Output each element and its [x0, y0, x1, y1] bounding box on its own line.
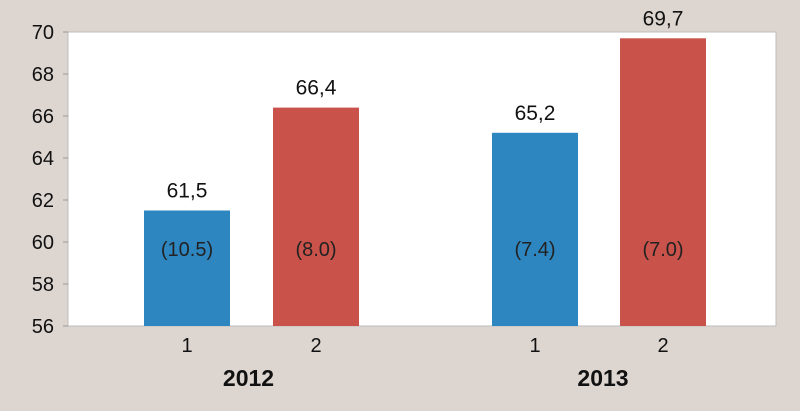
y-tick-label: 58: [32, 274, 54, 296]
x-category-label: 2: [657, 335, 668, 357]
x-category-label: 1: [181, 335, 192, 357]
bar-2013-2: [620, 38, 706, 327]
x-group-label: 2012: [223, 365, 274, 391]
bar-inner-label: (7.4): [514, 239, 555, 261]
y-tick-label: 56: [32, 316, 54, 338]
bar-2012-2: [273, 107, 359, 326]
x-category-label: 1: [529, 335, 540, 357]
y-tick-label: 66: [32, 106, 54, 128]
bar-inner-label: (7.0): [642, 239, 683, 261]
x-group-label: 2013: [577, 365, 628, 391]
y-tick-label: 62: [32, 190, 54, 212]
y-tick-label: 60: [32, 232, 54, 254]
bar-2013-1: [492, 132, 578, 326]
y-tick-label: 70: [32, 22, 54, 44]
bar-inner-label: (8.0): [295, 239, 336, 261]
x-category-label: 2: [310, 335, 321, 357]
bar-inner-label: (10.5): [161, 239, 213, 261]
bar-2012-1: [144, 210, 230, 326]
bar-value-label: 66,4: [296, 77, 337, 100]
bar-value-label: 61,5: [167, 180, 208, 203]
y-tick-label: 68: [32, 64, 54, 86]
bar-value-label: 65,2: [515, 102, 556, 125]
bar-value-label: 69,7: [643, 7, 684, 30]
y-tick-label: 64: [32, 148, 54, 170]
